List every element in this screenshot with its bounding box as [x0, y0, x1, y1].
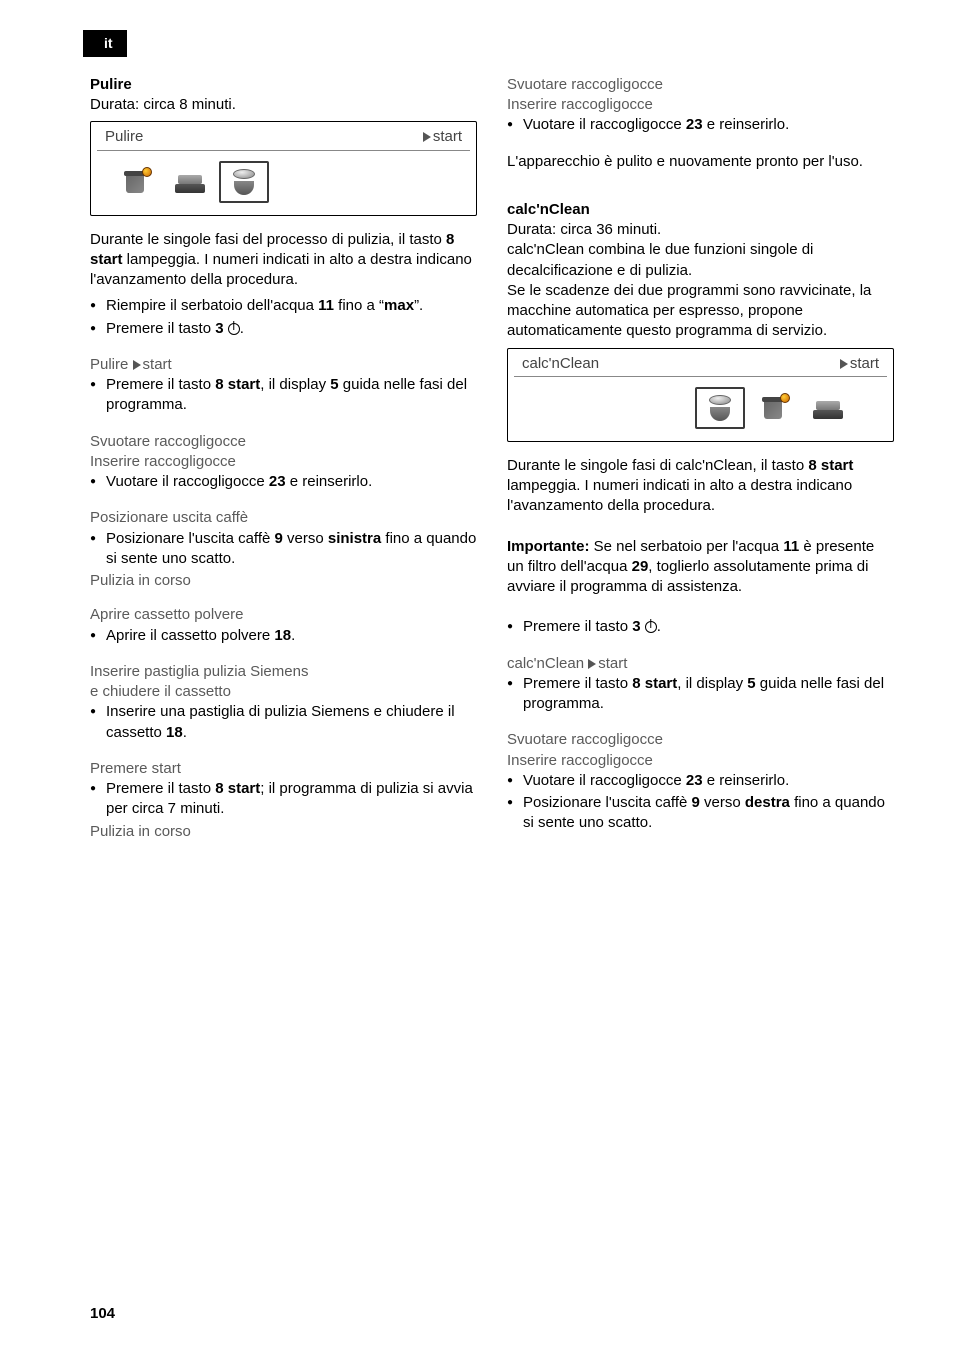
bullet-list: Vuotare il raccogligocce 23 e reinserirl…: [90, 472, 477, 492]
list-item: Posizionare l'uscita caffè 9 verso sinis…: [90, 529, 477, 570]
list-item: Premere il tasto 8 start; il programma d…: [90, 779, 477, 820]
step-label: Svuotare raccogligocce: [90, 432, 477, 452]
text: L'apparecchio è pulito e nuovamente pron…: [507, 152, 894, 172]
play-icon: [133, 360, 141, 370]
list-item: Vuotare il raccogligocce 23 e reinserirl…: [90, 472, 477, 492]
tablet-icon: [695, 387, 745, 429]
power-icon: [645, 621, 657, 633]
important-text: Importante: Se nel serbatoio per l'acqua…: [507, 537, 894, 598]
list-item: Premere il tasto 3 .: [507, 617, 894, 637]
list-item: Premere il tasto 3 .: [90, 319, 477, 339]
heading-pulire: Pulire: [90, 75, 477, 95]
left-column: Pulire Durata: circa 8 minuti. Pulire st…: [90, 75, 477, 842]
step-label: Pulire start: [90, 355, 477, 375]
list-item: Riempire il serbatoio dell'acqua 11 fino…: [90, 296, 477, 316]
display-title: Pulire: [105, 127, 143, 147]
display-title: calc'nClean: [522, 354, 599, 374]
heading-calcnclean: calc'nClean: [507, 200, 894, 220]
step-label: Pulizia in corso: [90, 571, 477, 591]
step-label: Svuotare raccogligocce: [507, 730, 894, 750]
bullet-list: Aprire il cassetto polvere 18.: [90, 626, 477, 646]
tablet-icon: [219, 161, 269, 203]
step-label: Premere start: [90, 759, 477, 779]
display-header: calc'nClean start: [514, 349, 887, 377]
step-label: Aprire cassetto polvere: [90, 605, 477, 625]
display-header: Pulire start: [97, 122, 470, 150]
list-item: Inserire una pastiglia di pulizia Siemen…: [90, 702, 477, 743]
step-label: Inserire raccogligocce: [507, 95, 894, 115]
display-pulire: Pulire start: [90, 121, 477, 215]
bullet-list: Posizionare l'uscita caffè 9 verso sinis…: [90, 529, 477, 570]
mug-icon: [749, 387, 799, 429]
step-label: Inserire raccogligocce: [507, 751, 894, 771]
duration-text: Durata: circa 36 minuti.: [507, 220, 894, 240]
content-columns: Pulire Durata: circa 8 minuti. Pulire st…: [90, 75, 894, 842]
list-item: Posizionare l'uscita caffè 9 verso destr…: [507, 793, 894, 834]
bullet-list: Vuotare il raccogligocce 23 e reinserirl…: [507, 115, 894, 135]
play-icon: [588, 659, 596, 669]
step-label: Pulizia in corso: [90, 822, 477, 842]
display-calcnclean: calc'nClean start: [507, 348, 894, 442]
page-number: 104: [90, 1304, 115, 1324]
text: Se le scadenze dei due programmi sono ra…: [507, 281, 894, 342]
tray-icon: [165, 161, 215, 203]
tray-icon: [803, 387, 853, 429]
step-label: e chiudere il cassetto: [90, 682, 477, 702]
list-item: Premere il tasto 8 start, il display 5 g…: [507, 674, 894, 715]
step-label: Svuotare raccogligocce: [507, 75, 894, 95]
display-body: [508, 377, 893, 441]
display-start: start: [840, 354, 879, 374]
bullet-list: Inserire una pastiglia di pulizia Siemen…: [90, 702, 477, 743]
text: calc'nClean combina le due funzioni sing…: [507, 240, 894, 281]
bullet-list: Riempire il serbatoio dell'acqua 11 fino…: [90, 296, 477, 339]
step-label: Inserire raccogligocce: [90, 452, 477, 472]
power-icon: [228, 323, 240, 335]
bullet-list: Premere il tasto 3 .: [507, 617, 894, 637]
list-item: Vuotare il raccogligocce 23 e reinserirl…: [507, 771, 894, 791]
display-start: start: [423, 127, 462, 147]
list-item: Vuotare il raccogligocce 23 e reinserirl…: [507, 115, 894, 135]
step-label: Posizionare uscita caffè: [90, 508, 477, 528]
list-item: Premere il tasto 8 start, il display 5 g…: [90, 375, 477, 416]
bullet-list: Premere il tasto 8 start, il display 5 g…: [90, 375, 477, 416]
intro-text: Durante le singole fasi del processo di …: [90, 230, 477, 291]
step-label: Inserire pastiglia pulizia Siemens: [90, 662, 477, 682]
bullet-list: Premere il tasto 8 start, il display 5 g…: [507, 674, 894, 715]
intro-text: Durante le singole fasi di calc'nClean, …: [507, 456, 894, 517]
play-icon: [423, 132, 431, 142]
list-item: Aprire il cassetto polvere 18.: [90, 626, 477, 646]
step-label: calc'nClean start: [507, 654, 894, 674]
duration-text: Durata: circa 8 minuti.: [90, 95, 477, 115]
bullet-list: Premere il tasto 8 start; il programma d…: [90, 779, 477, 820]
language-tab: it: [90, 30, 127, 57]
right-column: Svuotare raccogligocce Inserire raccogli…: [507, 75, 894, 842]
play-icon: [840, 359, 848, 369]
bullet-list: Vuotare il raccogligocce 23 e reinserirl…: [507, 771, 894, 834]
mug-icon: [111, 161, 161, 203]
display-body: [91, 151, 476, 215]
